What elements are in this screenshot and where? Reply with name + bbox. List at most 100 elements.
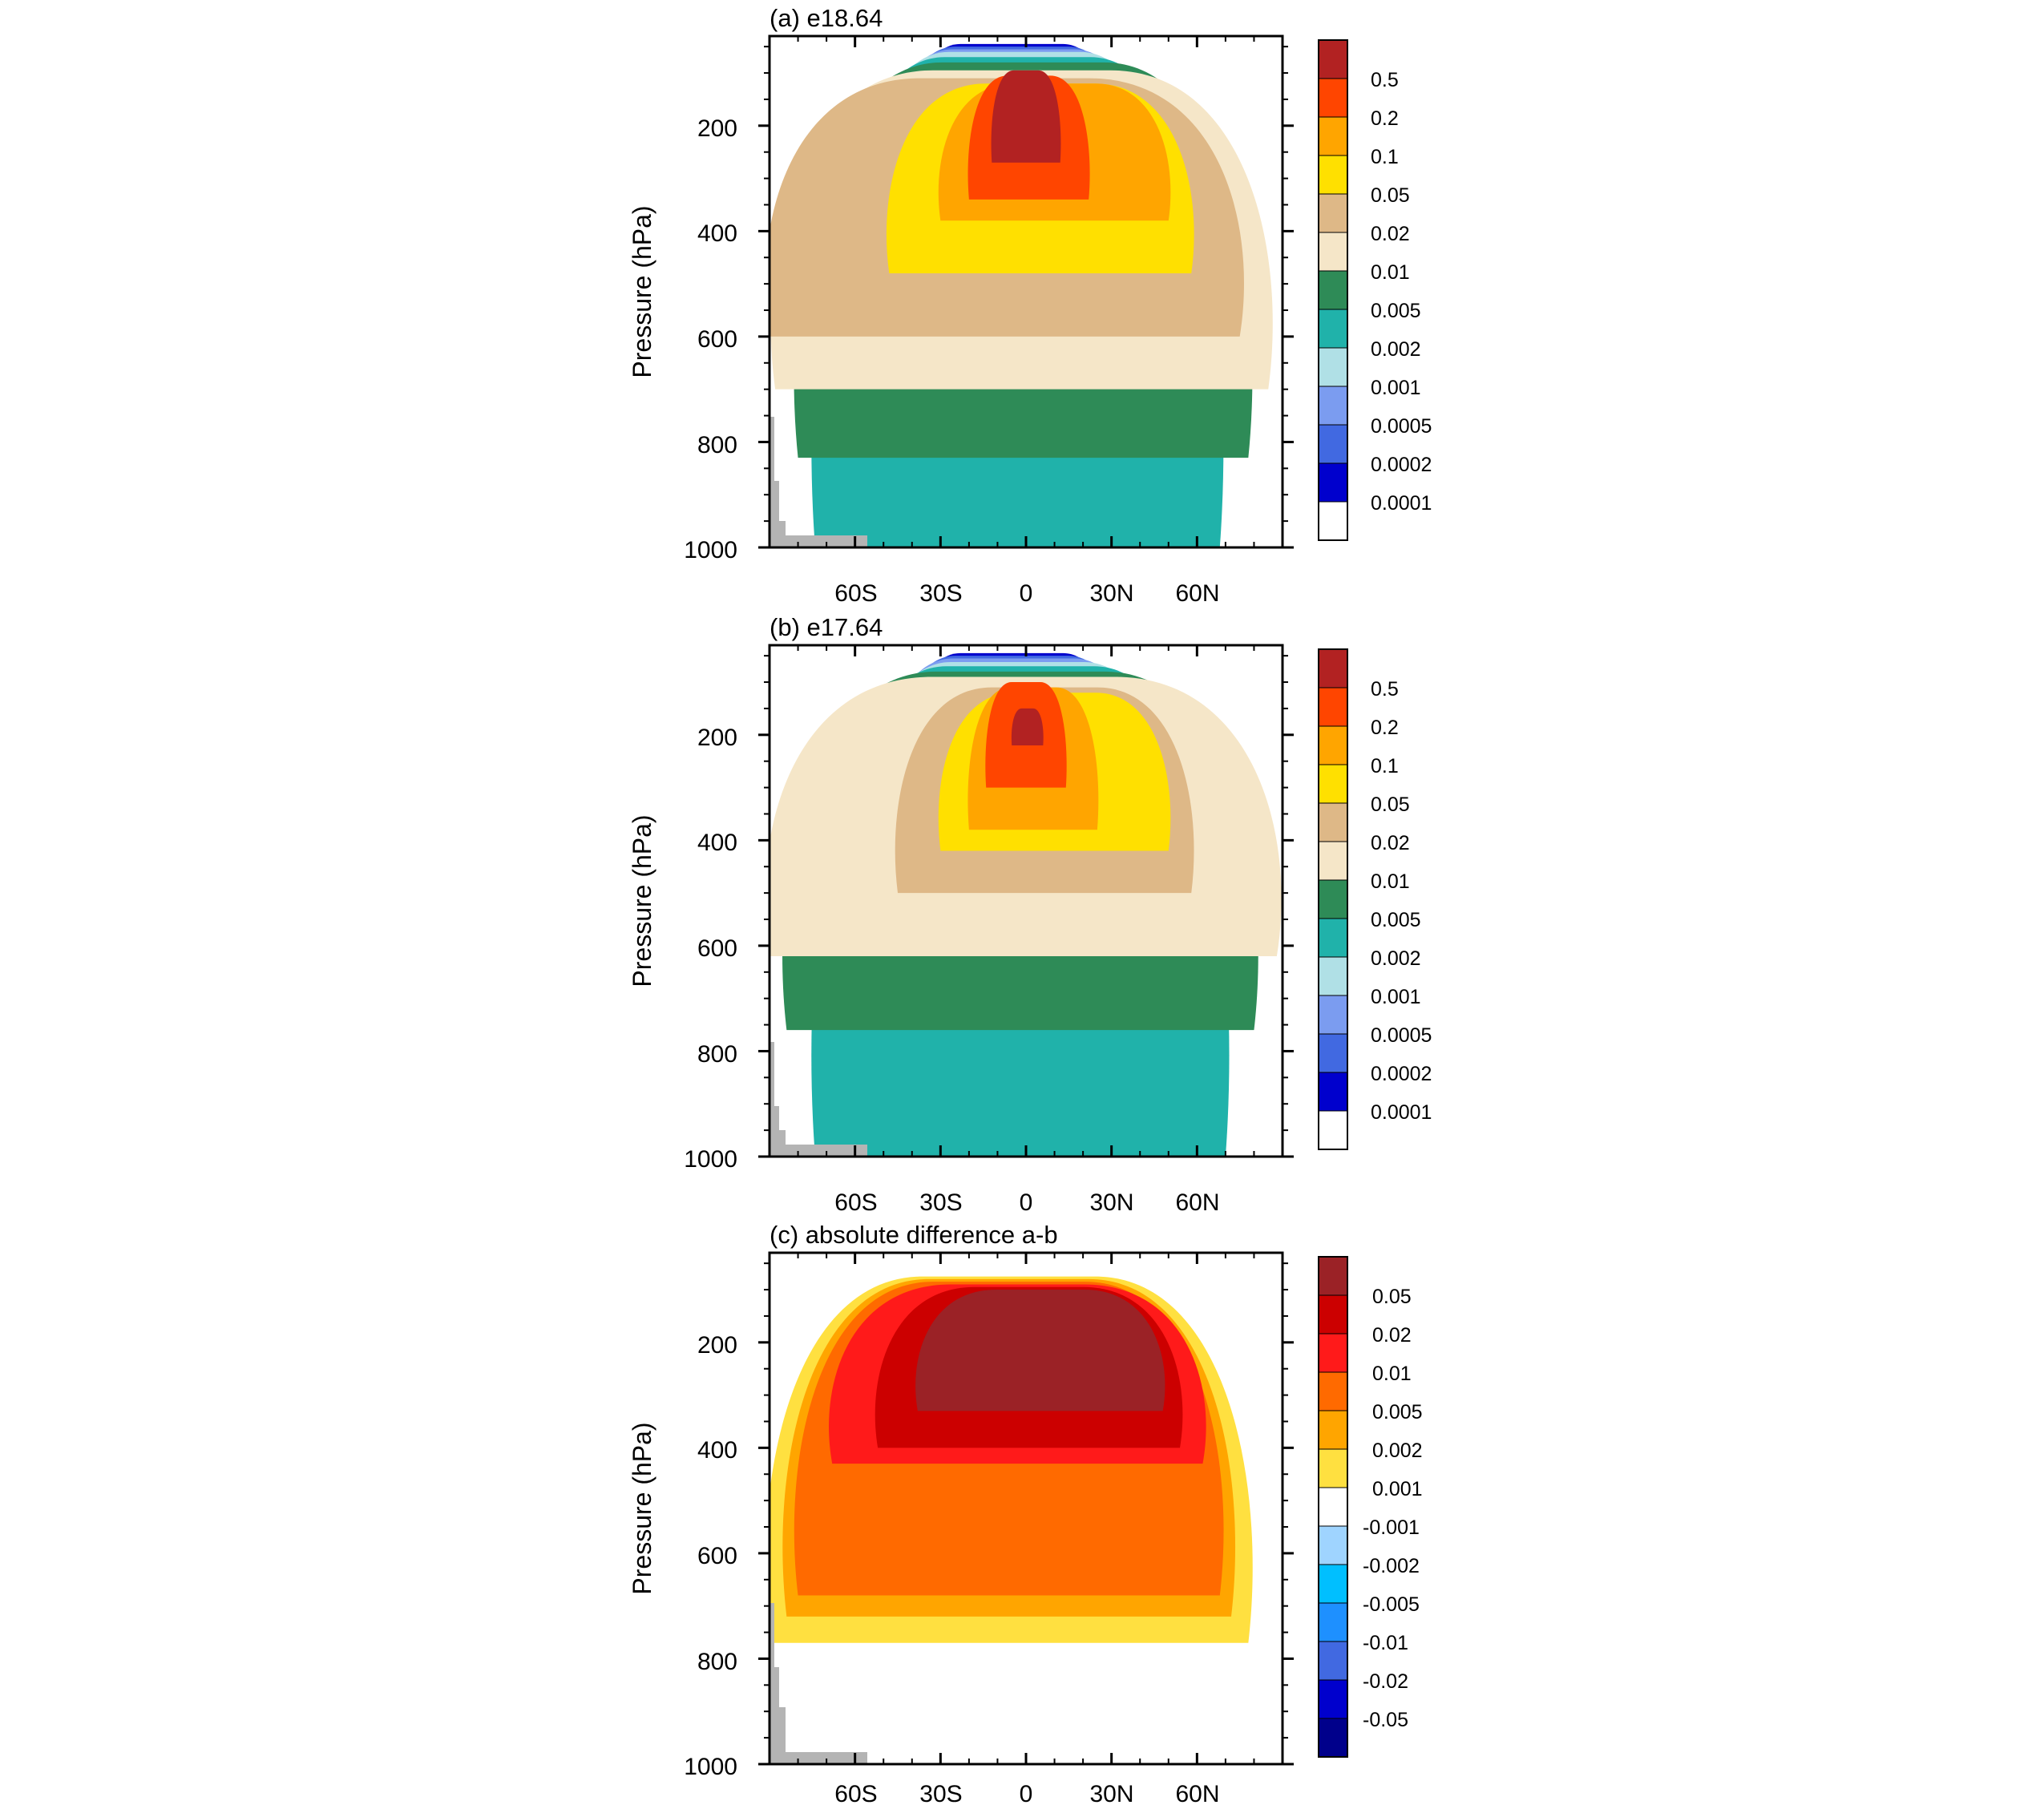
- panel-b-colorbar-label: 0.2: [1371, 717, 1399, 739]
- panel-a-colorbar-swatch: [1319, 309, 1347, 348]
- panel-b-colorbar-swatch: [1319, 919, 1347, 957]
- panel-c-y-axis-label: Pressure (hPa): [628, 1422, 656, 1594]
- panel-c-colorbar-swatch: [1319, 1526, 1347, 1565]
- panel-a-colorbar-swatch: [1319, 40, 1347, 79]
- panel-c-colorbar-swatch: [1319, 1488, 1347, 1526]
- panel-b-colorbar-label: 0.005: [1371, 909, 1421, 931]
- panel-a-y-tick-label: 600: [697, 326, 737, 353]
- panel-a-colorbar-label: 0.0005: [1371, 415, 1432, 438]
- panel-b-colorbar-label: 0.0001: [1371, 1101, 1432, 1124]
- panel-c-colorbar-swatch: [1319, 1295, 1347, 1334]
- panel-a-colorbar-label: 0.05: [1371, 184, 1410, 207]
- panel-a-axes: 60S 30S 0 30N 60N 200 400 600 800 1000: [684, 36, 1294, 607]
- panel-a-colorbar-label: 0.001: [1371, 377, 1421, 399]
- panel-b-colorbar-label: 0.0005: [1371, 1024, 1432, 1047]
- panel-c-colorbar-label: 0.001: [1372, 1478, 1423, 1500]
- panel-b-colorbar-swatch: [1319, 1072, 1347, 1111]
- panel-a-contour-band: [991, 70, 1061, 163]
- panel-a-colorbar-swatch: [1319, 117, 1347, 155]
- panel-a-colorbar-swatch: [1319, 425, 1347, 463]
- panel-b: (b) e17.64 Pressure (hPa) 60S 30S 0 30N …: [628, 613, 1432, 1216]
- panel-a-topography-mask: [770, 417, 867, 547]
- panel-c-colorbar-label: -0.005: [1363, 1593, 1420, 1616]
- panel-a-colorbar-swatch: [1319, 155, 1347, 194]
- panel-a-title: (a) e18.64: [770, 4, 883, 32]
- panel-c-colorbar-swatch: [1319, 1372, 1347, 1411]
- panel-c-colorbar-swatch: [1319, 1565, 1347, 1603]
- panel-b-colorbar-label: 0.01: [1371, 870, 1410, 893]
- panel-c-colorbar-swatch: [1319, 1641, 1347, 1680]
- panel-b-contour-band: [1011, 708, 1044, 745]
- panel-b-colorbar-frame: [1318, 648, 1348, 1150]
- panel-c-colorbar-label: 0.002: [1372, 1440, 1423, 1462]
- panel-c-colorbar-swatch: [1319, 1257, 1347, 1295]
- panel-b-y-axis-label: Pressure (hPa): [628, 814, 656, 987]
- panel-c-y-tick-label: 600: [697, 1543, 737, 1569]
- panel-a-y-axis-label: Pressure (hPa): [628, 205, 656, 378]
- panel-a-colorbar-swatch: [1319, 463, 1347, 502]
- panel-a-x-tick-label: 30N: [1089, 580, 1133, 607]
- panel-a-colorbar-swatch: [1319, 386, 1347, 425]
- panel-b-y-tick-label: 200: [697, 725, 737, 751]
- panel-a-colorbar-swatch: [1319, 79, 1347, 117]
- panel-c-y-tick-label: 1000: [684, 1754, 737, 1780]
- panel-b-colorbar-swatch: [1319, 765, 1347, 803]
- panel-b-colorbar-swatch: [1319, 803, 1347, 842]
- panel-c-colorbar-label: 0.005: [1372, 1401, 1423, 1423]
- panel-c: (c) absolute difference a-b Pressure (hP…: [628, 1221, 1423, 1805]
- panel-c-x-tick-label: 60S: [834, 1781, 877, 1805]
- panel-a-colorbar-swatch: [1319, 271, 1347, 309]
- panel-b-colorbar-label: 0.5: [1371, 678, 1399, 701]
- panel-c-colorbar: 0.05 0.02 0.01 0.005 0.002 0.001 -0.001 …: [1318, 1256, 1423, 1758]
- panel-c-title: (c) absolute difference a-b: [770, 1221, 1058, 1249]
- panel-c-colorbar-swatch: [1319, 1718, 1347, 1757]
- panel-a-x-tick-label: 60S: [834, 580, 877, 607]
- panel-b-x-tick-label: 30N: [1089, 1189, 1133, 1216]
- panel-a-colorbar-label: 0.1: [1371, 146, 1399, 168]
- panel-b-colorbar-label: 0.02: [1371, 832, 1410, 854]
- panel-c-colorbar-label: 0.02: [1372, 1324, 1412, 1347]
- panel-b-topography-mask: [770, 1042, 867, 1157]
- panel-b-x-tick-label: 30S: [919, 1189, 962, 1216]
- panel-c-y-tick-label: 400: [697, 1437, 737, 1464]
- panel-a: (a) e18.64 Pressure (hPa) 60S 30S 0 30N …: [628, 4, 1432, 607]
- panel-b-y-tick-label: 400: [697, 830, 737, 856]
- panel-c-colorbar-label: 0.01: [1372, 1363, 1412, 1385]
- panel-c-colorbar-frame: [1318, 1256, 1348, 1758]
- panel-c-colorbar-swatch: [1319, 1603, 1347, 1641]
- panel-c-colorbar-label: -0.05: [1363, 1709, 1408, 1731]
- panel-a-colorbar-swatch: [1319, 348, 1347, 386]
- panel-b-y-tick-label: 1000: [684, 1146, 737, 1173]
- panel-a-colorbar-label: 0.0002: [1371, 454, 1432, 476]
- panel-a-contour-field: [770, 43, 1273, 547]
- panel-a-colorbar-label: 0.02: [1371, 223, 1410, 245]
- panel-b-colorbar-swatch: [1319, 957, 1347, 995]
- panel-c-colorbar-label: 0.05: [1372, 1286, 1412, 1308]
- panel-b-contour-field: [770, 652, 1282, 1157]
- panel-a-x-tick-label: 60N: [1175, 580, 1219, 607]
- panel-b-colorbar-swatch: [1319, 688, 1347, 726]
- panel-b-axes: 60S 30S 0 30N 60N 200 400 600 800 1000: [684, 645, 1294, 1216]
- panel-b-colorbar-label: 0.1: [1371, 755, 1399, 777]
- panel-c-x-tick-label: 30N: [1089, 1781, 1133, 1805]
- panel-b-colorbar-label: 0.001: [1371, 986, 1421, 1008]
- panel-c-x-tick-label: 0: [1020, 1781, 1033, 1805]
- panel-c-topography-mask: [770, 1603, 867, 1764]
- panel-b-x-tick-label: 60S: [834, 1189, 877, 1216]
- panel-b-colorbar-swatch: [1319, 995, 1347, 1034]
- panel-c-colorbar-swatch: [1319, 1449, 1347, 1488]
- panel-c-x-tick-label: 60N: [1175, 1781, 1219, 1805]
- panel-a-colorbar-frame: [1318, 39, 1348, 541]
- panel-c-colorbar-swatch: [1319, 1411, 1347, 1449]
- panel-b-colorbar-swatch: [1319, 726, 1347, 765]
- panel-a-colorbar-label: 0.002: [1371, 338, 1421, 361]
- panel-c-colorbar-swatch: [1319, 1680, 1347, 1718]
- panel-b-y-tick-label: 800: [697, 1041, 737, 1068]
- panel-a-colorbar-label: 0.5: [1371, 69, 1399, 91]
- panel-c-colorbar-label: -0.001: [1363, 1516, 1420, 1539]
- panel-b-colorbar-label: 0.0002: [1371, 1063, 1432, 1085]
- panel-a-x-tick-label: 0: [1020, 580, 1033, 607]
- panel-c-colorbar-label: -0.002: [1363, 1555, 1420, 1577]
- panel-b-colorbar-label: 0.002: [1371, 947, 1421, 970]
